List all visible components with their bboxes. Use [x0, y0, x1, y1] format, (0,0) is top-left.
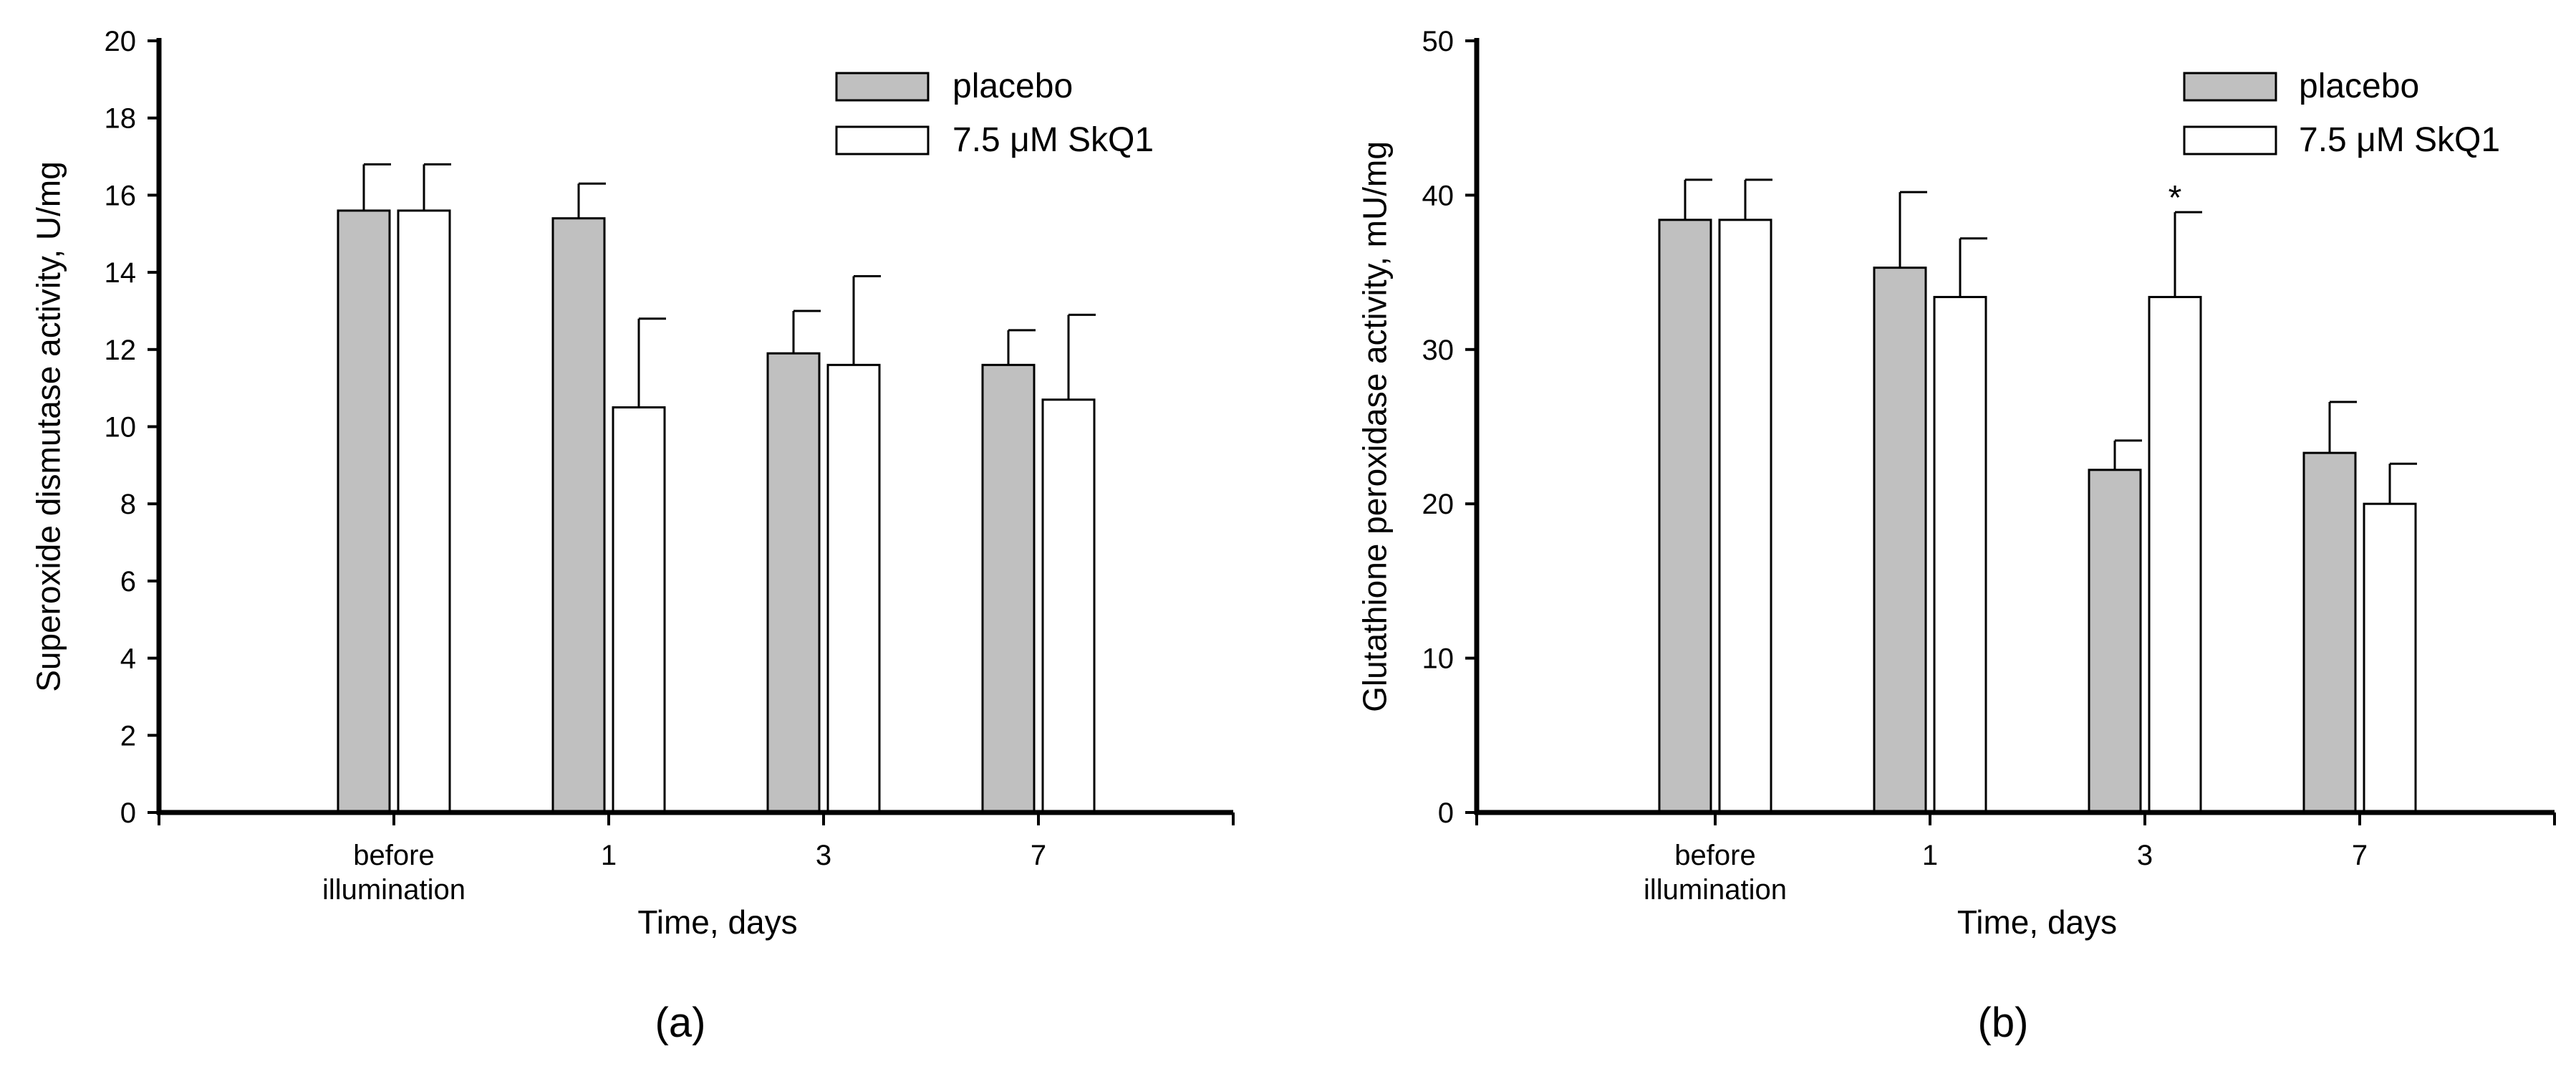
y-tick-label: 10 [1422, 643, 1455, 675]
bar-placebo [1658, 219, 1712, 814]
x-tick-label: before [1674, 840, 1755, 871]
legend-swatch-skq1 [835, 125, 930, 155]
y-tick-label: 10 [105, 412, 137, 443]
y-tick-label: 4 [120, 643, 136, 675]
significance-marker: * [2169, 179, 2182, 217]
y-axis-title: Superoxide dismutase activity, U/mg [30, 161, 67, 692]
bar-placebo [551, 217, 606, 814]
legend-label-placebo: placebo [952, 67, 1073, 105]
x-tick-label: 1 [601, 840, 617, 871]
bar-placebo [981, 363, 1036, 814]
x-axis-title: Time, days [637, 903, 797, 941]
x-tick-label: 7 [1031, 840, 1046, 871]
bar-placebo [1873, 267, 1927, 814]
y-tick-label: 30 [1422, 335, 1455, 366]
y-tick-label: 0 [1438, 797, 1454, 829]
x-tick-label: illumination [1644, 874, 1787, 906]
bar-skq1 [397, 209, 451, 814]
x-axis-title: Time, days [1957, 903, 2117, 941]
bar-skq1 [2148, 296, 2202, 814]
x-tick-label: before [353, 840, 434, 871]
bar-skq1 [826, 363, 881, 814]
legend-swatch-placebo [2183, 72, 2277, 102]
bar-skq1 [2363, 502, 2417, 814]
y-tick-label: 2 [120, 720, 136, 752]
y-tick-label: 40 [1422, 180, 1455, 211]
y-tick-label: 18 [105, 103, 137, 135]
bar-placebo [766, 352, 821, 814]
bar-placebo [2088, 469, 2142, 814]
bar-skq1 [1933, 296, 1987, 814]
y-axis-title: Glutathione peroxidase activity, mU/mg [1356, 141, 1394, 712]
x-tick-label: 3 [2137, 840, 2153, 871]
bar-skq1 [1041, 398, 1096, 814]
bar-skq1 [612, 406, 666, 814]
y-tick-label: 8 [120, 489, 136, 520]
y-tick-label: 50 [1422, 26, 1455, 57]
y-tick-label: 12 [105, 335, 137, 366]
x-tick-label: 3 [816, 840, 831, 871]
y-tick-label: 6 [120, 566, 136, 598]
y-tick-label: 20 [105, 26, 137, 57]
x-tick-label: 7 [2352, 840, 2368, 871]
y-tick-label: 0 [120, 797, 136, 829]
legend-label-skq1: 7.5 μM SkQ1 [952, 121, 1154, 159]
legend-swatch-skq1 [2183, 125, 2277, 155]
panel-label: (a) [655, 999, 706, 1046]
y-tick-label: 20 [1422, 489, 1455, 520]
y-tick-label: 14 [105, 257, 137, 289]
legend-label-skq1: 7.5 μM SkQ1 [2299, 121, 2500, 159]
legend-label-placebo: placebo [2299, 67, 2419, 105]
x-tick-label: illumination [322, 874, 465, 906]
bar-placebo [2302, 451, 2357, 814]
y-tick-label: 16 [105, 180, 137, 211]
x-tick-label: 1 [1922, 840, 1938, 871]
legend-swatch-placebo [835, 72, 930, 102]
panel-label: (b) [1978, 999, 2029, 1046]
bar-skq1 [1718, 219, 1772, 814]
bar-placebo [337, 209, 391, 814]
